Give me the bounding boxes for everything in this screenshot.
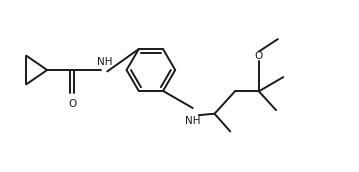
Text: NH: NH	[97, 57, 112, 67]
Text: NH: NH	[185, 116, 200, 126]
Text: O: O	[68, 99, 76, 109]
Text: O: O	[255, 51, 263, 62]
